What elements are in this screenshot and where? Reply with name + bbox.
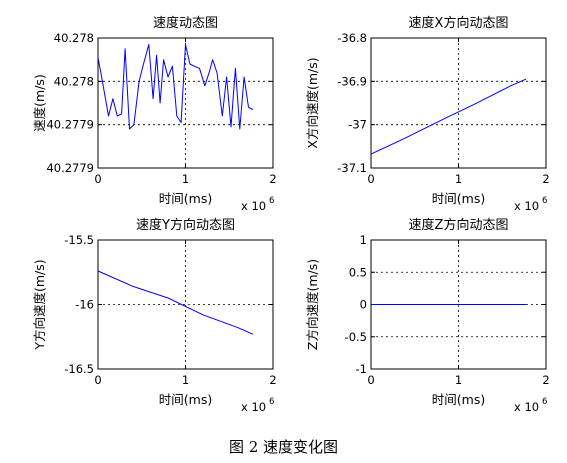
chart-panel-1: 0 1 2 40.278 40.278 40.2779 40.2779 速度动态图时间(ms)… [32, 15, 277, 213]
x-axis-label: 时间(ms) [432, 191, 485, 206]
y-axis-label: 速度(m/s) [32, 74, 47, 132]
x-axis-label: 时间(ms) [432, 392, 485, 407]
y-tick-label: 40.2779 [46, 161, 94, 175]
y-tick-label: -37 [348, 118, 367, 132]
x-tick-label: 0 [94, 373, 101, 387]
y-tick-label: -0.5 [345, 330, 367, 344]
x-axis-multiplier-exponent: 6 [269, 397, 274, 407]
y-tick-label: 40.2779 [46, 118, 94, 132]
x-axis-multiplier-exponent: 6 [269, 196, 274, 206]
x-axis-label: 时间(ms) [159, 191, 212, 206]
x-tick-label: 1 [455, 172, 462, 186]
y-tick-label: -37.1 [337, 161, 367, 175]
x-axis-multiplier-exponent: 6 [542, 196, 547, 206]
x-tick-label: 2 [542, 373, 549, 387]
x-tick-label: 2 [269, 172, 276, 186]
x-tick-label: 0 [367, 373, 374, 387]
x-axis-multiplier: x 10 [514, 400, 539, 414]
y-tick-label: -16 [75, 298, 94, 312]
x-axis-multiplier: x 10 [241, 400, 266, 414]
x-tick-label: 1 [182, 373, 189, 387]
y-tick-label: -15.5 [64, 233, 94, 247]
y-tick-label: -36.8 [337, 31, 367, 45]
chart-title: 速度Z方向动态图 [409, 217, 509, 233]
y-tick-label: -36.9 [337, 74, 367, 88]
series-line [97, 44, 254, 130]
y-axis-label: X方向速度(m/s) [305, 57, 320, 148]
series-line [370, 78, 527, 155]
y-tick-label: -16.5 [64, 362, 94, 376]
x-tick-label: 0 [94, 172, 101, 186]
x-tick-label: 1 [455, 373, 462, 387]
x-tick-label: 2 [269, 373, 276, 387]
y-axis-label: Z方向速度(m/s) [305, 259, 320, 350]
y-tick-label: 0.5 [349, 265, 367, 279]
y-tick-label: -1 [356, 362, 367, 376]
x-axis-multiplier: x 10 [241, 199, 266, 213]
y-tick-label: 40.278 [54, 31, 94, 45]
y-tick-label: 0 [360, 298, 367, 312]
y-axis-label: Y方向速度(m/s) [32, 259, 47, 350]
figure-caption: 图 2 速度变化图 [228, 438, 339, 456]
x-tick-label: 1 [182, 172, 189, 186]
series-line [97, 270, 254, 335]
x-tick-label: 0 [367, 172, 374, 186]
x-axis-label: 时间(ms) [159, 392, 212, 407]
y-tick-label: 1 [360, 233, 367, 247]
chart-title: 速度Y方向动态图 [136, 217, 235, 233]
x-axis-multiplier-exponent: 6 [542, 397, 547, 407]
chart-title: 速度X方向动态图 [409, 15, 509, 31]
y-tick-label: 40.278 [54, 74, 94, 88]
chart-title: 速度动态图 [153, 15, 218, 31]
x-tick-label: 2 [542, 172, 549, 186]
x-axis-multiplier: x 10 [514, 199, 539, 213]
